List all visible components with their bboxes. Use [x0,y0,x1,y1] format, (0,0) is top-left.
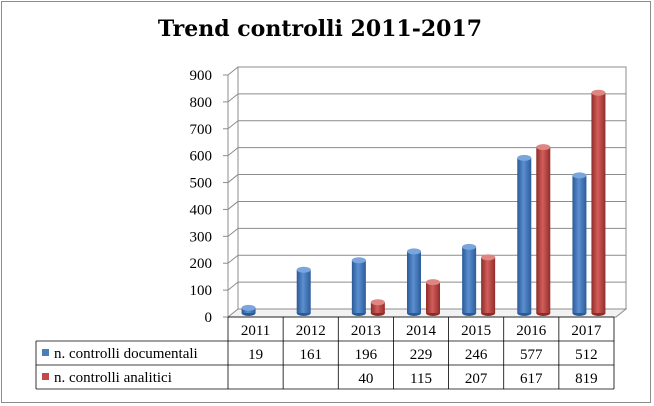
legend-swatch [42,373,49,380]
data-label: 115 [410,371,432,387]
data-table: 2011 2012 2013 2014 2015 2016 2017 n. controlli… [35,316,615,390]
bar-analitici-2016 [536,144,551,316]
gridline-side [227,201,239,210]
gridline-side [227,281,239,291]
data-label: 40 [358,371,373,387]
data-label: 207 [465,371,488,387]
bar-documentali-2013 [351,257,366,316]
data-label: 512 [575,347,598,363]
y-tick-label: 400 [190,202,213,218]
y-tick-label: 900 [190,68,213,84]
x-tick-label: 2013 [351,323,381,339]
gridline-side [227,147,239,157]
bars [241,89,606,316]
plot-back-wall [237,66,627,310]
bar-analitici-2014 [426,279,440,316]
y-tick-label: 800 [190,95,213,111]
gridline-side [227,174,239,183]
data-label: 19 [248,347,263,363]
data-label: 196 [355,347,378,363]
data-label: 246 [465,347,488,363]
chart-title: Trend controlli 2011-2017 [158,16,482,42]
bar-documentali-2014 [407,248,421,316]
data-label: 577 [520,347,543,363]
bar-analitici-2017 [591,89,606,316]
y-tick-label: 200 [190,256,213,272]
x-tick-label: 2017 [571,323,602,339]
gridline-side [227,227,239,237]
y-tick-label: 500 [190,176,213,192]
bar-analitici-2013 [370,299,385,316]
y-axis: 0 100 200 300 400 500 600 700 800 900 [190,68,228,326]
bar-documentali-2015 [462,243,477,316]
bar-documentali-2012 [296,266,311,316]
bar-analitici-2015 [481,254,496,316]
x-tick-label: 2012 [296,323,326,339]
data-label: 819 [575,371,598,387]
gridline-side [227,254,239,264]
bar-documentali-2016 [517,154,532,316]
y-tick-label: 600 [190,149,213,165]
x-tick-label: 2011 [241,323,270,339]
x-tick-label: 2014 [406,323,437,339]
gridline-side [227,120,239,130]
y-tick-label: 100 [190,283,213,299]
gridlines [227,93,626,291]
legend-label: n. controlli documentali [54,346,198,362]
data-label: 617 [520,371,543,387]
side-wall-top-edge [227,66,239,76]
legend-swatch [42,349,49,356]
x-tick-label: 2015 [461,323,491,339]
y-tick-label: 0 [205,310,213,326]
y-tick-label: 700 [190,122,213,138]
bar-documentali-2011 [241,304,256,316]
data-label: 161 [299,347,322,363]
x-tick-label: 2016 [516,323,547,339]
bar-documentali-2017 [572,172,587,316]
data-label: 229 [410,347,433,363]
gridline-side [227,93,239,103]
legend-label: n. controlli analitici [54,370,172,386]
y-tick-label: 300 [190,229,213,245]
